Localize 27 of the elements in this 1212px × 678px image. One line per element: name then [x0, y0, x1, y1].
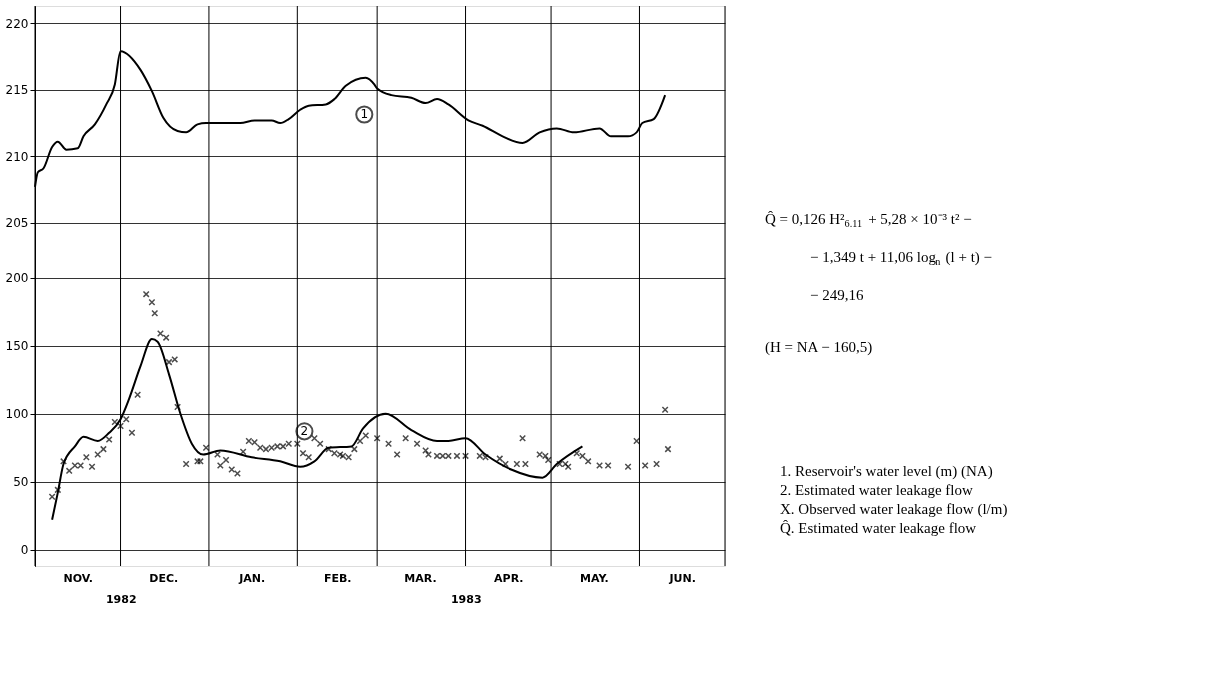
text: (H = NA − 160,5)	[765, 338, 873, 356]
series-label: 2	[300, 424, 309, 439]
x-tick-label: MAY.	[579, 571, 609, 585]
series-label: 1	[360, 107, 369, 122]
y-tick-label: 100	[5, 407, 29, 422]
y-tick-label: 150	[5, 339, 29, 354]
text: 1983	[450, 593, 482, 606]
text: 1. Reservoir's water level (m) (NA)	[780, 462, 993, 480]
x-tick-label: JUN.	[668, 571, 696, 585]
y2-tick-label: 215	[5, 83, 29, 98]
x-tick-label: JAN.	[238, 571, 266, 585]
text: 2. Estimated water leakage flow	[780, 481, 974, 498]
y2-tick-label: 205	[5, 216, 29, 231]
y-tick-label: 50	[13, 475, 29, 490]
x-tick-label: MAR.	[404, 571, 437, 585]
x-tick-label: NOV.	[63, 571, 94, 585]
x-tick-label: FEB.	[323, 571, 352, 585]
y-tick-label: 200	[5, 271, 29, 286]
y2-tick-label: 210	[5, 149, 29, 164]
text: Q̂. Estimated water leakage flow	[780, 519, 977, 536]
text: 1982	[105, 593, 137, 606]
x-tick-label: DEC.	[149, 571, 179, 585]
x-tick-label: APR.	[494, 571, 524, 585]
y-tick-label: 0	[20, 543, 29, 558]
text: X. Observed water leakage flow (l/m)	[780, 500, 1008, 518]
y2-tick-label: 220	[5, 16, 29, 31]
text: − 249,16	[810, 286, 864, 303]
